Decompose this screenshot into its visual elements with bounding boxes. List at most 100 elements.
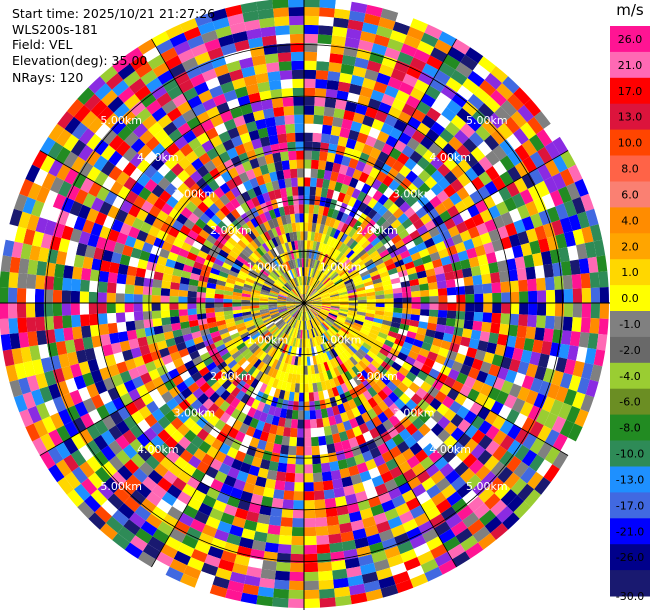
velocity-cell bbox=[426, 351, 438, 362]
velocity-cell bbox=[309, 310, 316, 318]
velocity-cell bbox=[48, 429, 64, 447]
velocity-cell bbox=[290, 419, 298, 429]
velocity-cell bbox=[398, 428, 412, 441]
velocity-cell bbox=[517, 483, 535, 502]
velocity-cell bbox=[462, 453, 478, 468]
velocity-cell bbox=[366, 246, 377, 256]
velocity-cell bbox=[585, 379, 599, 398]
velocity-cell bbox=[425, 463, 440, 478]
velocity-cell bbox=[331, 405, 340, 416]
velocity-cell bbox=[278, 308, 288, 313]
velocity-cell bbox=[312, 132, 322, 143]
velocity-cell bbox=[297, 168, 304, 178]
velocity-cell bbox=[274, 236, 282, 246]
velocity-cell bbox=[520, 122, 537, 140]
velocity-cell bbox=[111, 342, 122, 355]
velocity-cell bbox=[299, 320, 303, 330]
velocity-cell bbox=[536, 303, 547, 316]
velocity-cell bbox=[140, 92, 157, 108]
velocity-cell bbox=[449, 441, 464, 456]
velocity-cell bbox=[82, 372, 95, 387]
velocity-cell bbox=[259, 341, 268, 350]
velocity-cell bbox=[169, 288, 180, 297]
velocity-cell bbox=[437, 288, 448, 296]
velocity-cell bbox=[315, 526, 329, 536]
velocity-cell bbox=[535, 408, 550, 426]
velocity-cell bbox=[245, 257, 256, 267]
velocity-cell bbox=[328, 533, 342, 544]
velocity-cell bbox=[234, 243, 244, 253]
velocity-cell bbox=[397, 481, 412, 495]
velocity-cell bbox=[412, 376, 425, 388]
velocity-cell bbox=[371, 43, 388, 56]
velocity-cell bbox=[420, 32, 439, 48]
velocity-cell bbox=[315, 241, 321, 251]
velocity-cell bbox=[226, 383, 237, 394]
velocity-cell bbox=[522, 433, 538, 450]
velocity-cell bbox=[191, 468, 206, 482]
velocity-cell bbox=[196, 481, 211, 495]
velocity-cell bbox=[223, 118, 237, 131]
velocity-cell bbox=[442, 263, 454, 274]
velocity-cell bbox=[542, 222, 556, 238]
velocity-cell bbox=[182, 462, 197, 476]
velocity-cell bbox=[218, 130, 231, 144]
velocity-cell bbox=[563, 288, 574, 303]
velocity-cell bbox=[416, 327, 427, 336]
velocity-cell bbox=[405, 497, 421, 511]
velocity-cell bbox=[190, 548, 208, 563]
velocity-cell bbox=[191, 157, 204, 171]
velocity-cell bbox=[178, 79, 194, 94]
velocity-cell bbox=[158, 190, 172, 203]
velocity-cell bbox=[545, 303, 556, 317]
velocity-cell bbox=[210, 55, 227, 69]
velocity-cell bbox=[242, 10, 260, 23]
velocity-cell bbox=[484, 219, 497, 233]
velocity-cell bbox=[57, 477, 74, 495]
velocity-cell bbox=[202, 371, 214, 382]
velocity-cell bbox=[273, 489, 285, 500]
velocity-cell bbox=[17, 273, 28, 289]
velocity-cell bbox=[202, 196, 214, 208]
velocity-cell bbox=[56, 164, 71, 181]
velocity-cell bbox=[313, 269, 319, 279]
velocity-cell bbox=[390, 321, 401, 329]
velocity-cell bbox=[365, 135, 377, 148]
velocity-cell bbox=[408, 272, 419, 281]
velocity-cell bbox=[96, 186, 110, 202]
velocity-cell bbox=[336, 374, 345, 385]
velocity-cell bbox=[463, 376, 477, 389]
velocity-cell bbox=[335, 344, 344, 354]
velocity-cell bbox=[328, 286, 337, 293]
velocity-cell bbox=[255, 225, 264, 236]
velocity-cell bbox=[348, 465, 360, 477]
velocity-cell bbox=[456, 505, 474, 521]
velocity-cell bbox=[555, 357, 568, 373]
velocity-cell bbox=[27, 259, 39, 275]
velocity-cell bbox=[369, 51, 385, 65]
velocity-cell bbox=[268, 336, 276, 345]
velocity-cell bbox=[311, 328, 316, 338]
velocity-cell bbox=[558, 343, 570, 359]
velocity-cell bbox=[171, 189, 184, 202]
velocity-cell bbox=[115, 449, 131, 466]
velocity-cell bbox=[271, 415, 280, 426]
velocity-cell bbox=[257, 339, 266, 348]
velocity-cell bbox=[215, 315, 225, 322]
velocity-cell bbox=[266, 125, 278, 137]
velocity-cell bbox=[293, 204, 300, 214]
velocity-cell bbox=[345, 493, 358, 505]
velocity-cell bbox=[35, 274, 46, 290]
velocity-cell bbox=[434, 39, 452, 55]
velocity-cell bbox=[334, 586, 351, 598]
velocity-cell bbox=[428, 288, 439, 297]
velocity-cell bbox=[313, 317, 320, 326]
velocity-cell bbox=[559, 372, 573, 389]
velocity-cell bbox=[119, 254, 131, 266]
velocity-cell bbox=[307, 286, 313, 295]
velocity-cell bbox=[357, 393, 368, 404]
velocity-cell bbox=[117, 503, 135, 520]
velocity-cell bbox=[111, 251, 122, 264]
velocity-cell bbox=[124, 131, 140, 147]
velocity-cell bbox=[168, 128, 183, 143]
